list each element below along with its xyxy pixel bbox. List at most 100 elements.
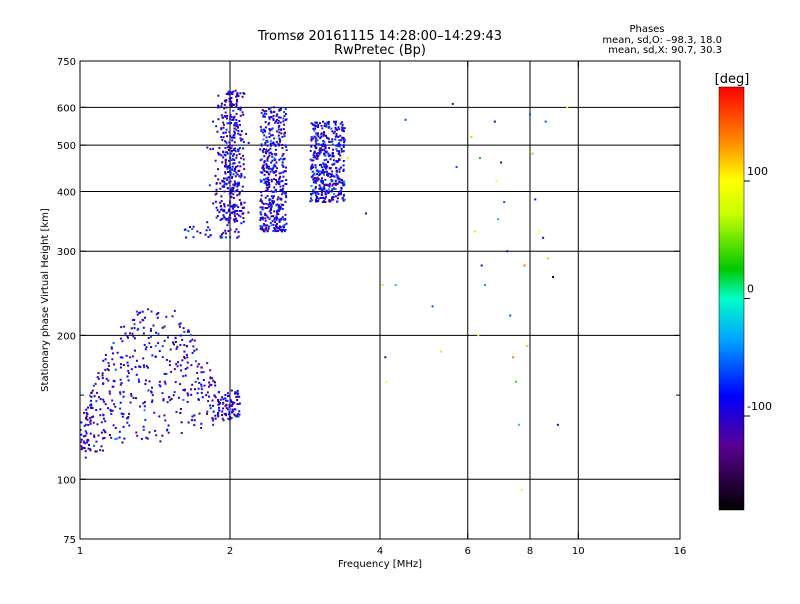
trace-point (232, 197, 235, 199)
trace-point (321, 127, 324, 130)
trace-point (323, 141, 326, 143)
trace-point (229, 166, 232, 169)
trace-point (331, 196, 334, 198)
trace-point (123, 437, 126, 440)
trace-point (276, 181, 278, 183)
trace-point (220, 208, 223, 211)
trace-point (102, 359, 105, 362)
trace-point (240, 174, 243, 177)
trace-point (285, 179, 288, 181)
trace-point (224, 182, 227, 185)
trace-point (224, 163, 227, 166)
trace-point (110, 409, 112, 412)
trace-point (228, 141, 231, 144)
trace-point (223, 123, 225, 126)
trace-point (342, 138, 345, 141)
trace-point (311, 199, 314, 202)
trace-point (233, 127, 236, 130)
data-point (212, 423, 215, 426)
data-point (180, 432, 183, 434)
trace-point (232, 90, 235, 93)
data-point (327, 152, 330, 155)
trace-point (217, 168, 219, 171)
trace-point (239, 114, 242, 117)
trace-point (266, 158, 269, 161)
trace-point (194, 380, 197, 383)
trace-point (278, 109, 281, 112)
trace-point (275, 183, 278, 186)
trace-point (336, 182, 339, 185)
trace-point (123, 325, 126, 328)
trace-point (222, 398, 225, 401)
trace-point (90, 407, 93, 409)
trace-point (317, 143, 320, 146)
trace-point (86, 441, 89, 444)
trace-point (269, 198, 272, 201)
trace-point (339, 134, 342, 137)
trace-point (235, 189, 238, 192)
trace-point (206, 391, 209, 394)
trace-point (111, 385, 114, 388)
trace-point (221, 185, 224, 188)
trace-point (226, 135, 229, 138)
trace-point (240, 210, 243, 212)
trace-point (239, 137, 242, 140)
colorbar-tick-label: 100 (747, 165, 768, 178)
trace-point (234, 190, 237, 193)
data-point (206, 221, 209, 224)
trace-point (233, 184, 236, 187)
trace-point (80, 445, 83, 448)
data-point (89, 449, 92, 452)
trace-point (265, 136, 268, 139)
trace-point (281, 164, 284, 167)
trace-point (85, 415, 88, 418)
trace-point (234, 123, 237, 126)
trace-point (324, 166, 327, 168)
trace-point (229, 173, 232, 176)
trace-point (285, 222, 288, 225)
trace-point (262, 168, 265, 171)
trace-point (93, 435, 96, 438)
trace-point (280, 171, 283, 174)
trace-point (339, 178, 342, 181)
trace-point (238, 161, 241, 164)
trace-point (172, 394, 175, 397)
trace-point (128, 424, 131, 427)
trace-point (217, 94, 220, 97)
trace-point (324, 154, 327, 157)
trace-point (261, 208, 264, 211)
trace-point (167, 336, 169, 339)
trace-point (231, 186, 234, 189)
trace-point (285, 196, 288, 199)
trace-point (241, 185, 244, 188)
trace-point (101, 372, 104, 375)
trace-point (177, 361, 180, 364)
trace-point (331, 152, 334, 155)
trace-point (234, 209, 237, 212)
data-point (151, 394, 154, 397)
trace-point (263, 230, 266, 233)
trace-point (269, 170, 272, 173)
trace-point (99, 449, 102, 452)
trace-point (332, 120, 335, 123)
trace-point (264, 189, 267, 192)
trace-point (260, 158, 263, 161)
trace-point (232, 118, 235, 121)
trace-point (235, 118, 238, 121)
trace-point (314, 140, 317, 143)
trace-point (93, 395, 96, 398)
trace-point (230, 205, 233, 208)
trace-point (342, 160, 345, 162)
trace-point (316, 139, 319, 142)
trace-point (331, 197, 334, 200)
trace-point (281, 230, 283, 233)
trace-point (342, 129, 344, 132)
trace-point (336, 128, 339, 131)
trace-point (270, 116, 273, 119)
trace-point (94, 382, 97, 385)
trace-point (84, 423, 87, 426)
trace-point (327, 120, 330, 123)
trace-point (240, 201, 243, 204)
trace-point (225, 403, 228, 406)
trace-point (320, 124, 323, 127)
